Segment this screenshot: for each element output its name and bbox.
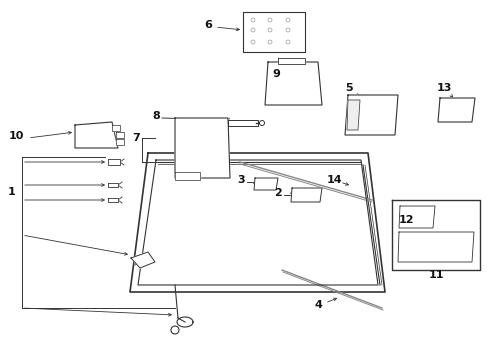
Polygon shape [265, 62, 322, 105]
Polygon shape [398, 232, 474, 262]
Polygon shape [108, 183, 118, 187]
Polygon shape [291, 188, 322, 202]
Text: 14: 14 [326, 175, 342, 185]
Text: 8: 8 [152, 111, 160, 121]
Polygon shape [116, 132, 124, 138]
Polygon shape [228, 120, 258, 126]
Polygon shape [131, 252, 155, 268]
Circle shape [286, 28, 290, 32]
Circle shape [268, 40, 272, 44]
Text: 9: 9 [272, 69, 280, 79]
Polygon shape [254, 178, 278, 190]
Text: 12: 12 [398, 215, 414, 225]
Circle shape [286, 18, 290, 22]
Circle shape [268, 18, 272, 22]
Polygon shape [345, 95, 398, 135]
Circle shape [171, 326, 179, 334]
Circle shape [251, 40, 255, 44]
Polygon shape [75, 122, 118, 148]
Text: 4: 4 [314, 300, 322, 310]
Polygon shape [392, 200, 480, 270]
Circle shape [251, 18, 255, 22]
Polygon shape [138, 160, 378, 285]
Text: 3: 3 [237, 175, 245, 185]
Text: 5: 5 [345, 83, 353, 93]
Polygon shape [175, 118, 230, 178]
Polygon shape [399, 206, 435, 228]
Polygon shape [112, 125, 120, 131]
Text: 2: 2 [274, 188, 282, 198]
Polygon shape [108, 198, 118, 202]
Text: 1: 1 [8, 187, 16, 197]
Polygon shape [108, 159, 120, 165]
Text: 11: 11 [428, 270, 444, 280]
Circle shape [286, 40, 290, 44]
Text: 6: 6 [204, 20, 212, 30]
Polygon shape [278, 58, 305, 64]
Circle shape [268, 28, 272, 32]
Text: 13: 13 [436, 83, 452, 93]
Text: 7: 7 [132, 133, 140, 143]
Text: 10: 10 [8, 131, 24, 141]
Circle shape [251, 28, 255, 32]
Polygon shape [175, 172, 200, 180]
Polygon shape [438, 98, 475, 122]
Polygon shape [243, 12, 305, 52]
Polygon shape [130, 153, 385, 292]
Circle shape [260, 121, 265, 126]
Polygon shape [347, 100, 360, 130]
Polygon shape [116, 139, 124, 145]
